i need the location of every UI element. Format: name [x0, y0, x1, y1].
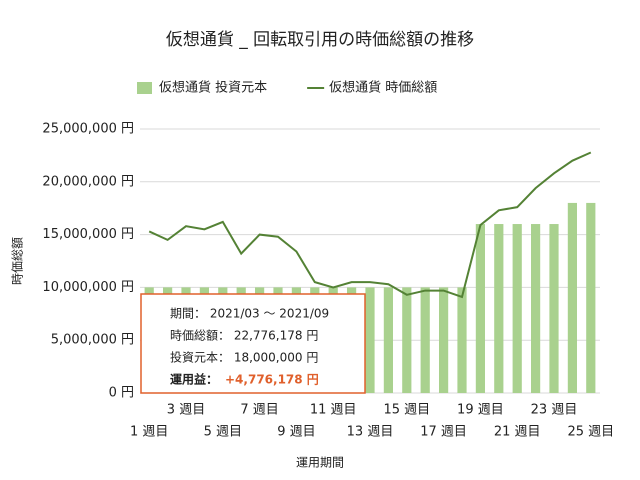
bar — [439, 287, 449, 393]
x-tick-label: 5 週目 — [204, 425, 242, 440]
bar — [512, 224, 522, 393]
bar — [402, 287, 412, 393]
bar — [567, 202, 577, 393]
bar — [531, 224, 541, 393]
x-tick-label: 25 週目 — [567, 425, 614, 440]
tooltip-profit-value: +4,776,178 円 — [225, 373, 319, 387]
tooltip-box — [140, 293, 366, 394]
x-tick-label: 13 週目 — [347, 425, 394, 440]
chart-title: 仮想通貨 _ 回転取引用の時価総額の推移 — [166, 30, 474, 50]
y-tick-label: 15,000,000 円 — [42, 227, 134, 242]
x-tick-label: 19 週目 — [457, 403, 504, 418]
x-tick-label: 3 週目 — [167, 403, 205, 418]
x-axis-title: 運用期間 — [296, 456, 344, 470]
x-tick-label: 11 週目 — [310, 403, 357, 418]
bar — [420, 287, 430, 393]
legend-swatch — [137, 82, 152, 94]
y-tick-label: 20,000,000 円 — [42, 174, 134, 189]
bar — [457, 287, 467, 393]
legend-label: 仮想通貨 時価総額 — [329, 80, 437, 96]
bar — [549, 224, 559, 393]
legend: 仮想通貨 投資元本 仮想通貨 時価総額 — [137, 80, 437, 96]
tooltip-market-value: 時価総額： 22,776,178 円 — [170, 329, 318, 343]
y-axis-title: 時価総額 — [11, 237, 25, 285]
x-tick-label: 21 週目 — [494, 425, 541, 440]
tooltip: 期間： 2021/03 ～ 2021/09 時価総額： 22,776,178 円… — [140, 293, 366, 394]
legend-label: 仮想通貨 投資元本 — [159, 80, 267, 96]
tooltip-principal: 投資元本： 18,000,000 円 — [170, 350, 318, 365]
y-tick-label: 25,000,000 円 — [42, 122, 134, 137]
x-tick-label: 23 週目 — [531, 403, 578, 418]
bar — [365, 287, 375, 393]
tooltip-period: 期間： 2021/03 ～ 2021/09 — [170, 307, 329, 321]
tooltip-profit-label: 運用益： — [170, 372, 218, 387]
y-tick-label: 0 円 — [109, 386, 134, 401]
x-tick-label: 15 週目 — [383, 403, 430, 418]
x-tick-label: 17 週目 — [420, 425, 467, 440]
x-tick-label: 9 週目 — [277, 425, 315, 440]
bar — [586, 202, 596, 393]
line — [148, 151, 592, 299]
bar — [475, 224, 485, 393]
bar — [494, 224, 504, 393]
y-tick-label: 5,000,000 円 — [51, 333, 134, 348]
y-tick-label: 10,000,000 円 — [42, 280, 134, 295]
x-tick-label: 7 週目 — [240, 403, 278, 418]
x-tick-label: 1 週目 — [130, 425, 168, 440]
bar — [383, 287, 393, 393]
